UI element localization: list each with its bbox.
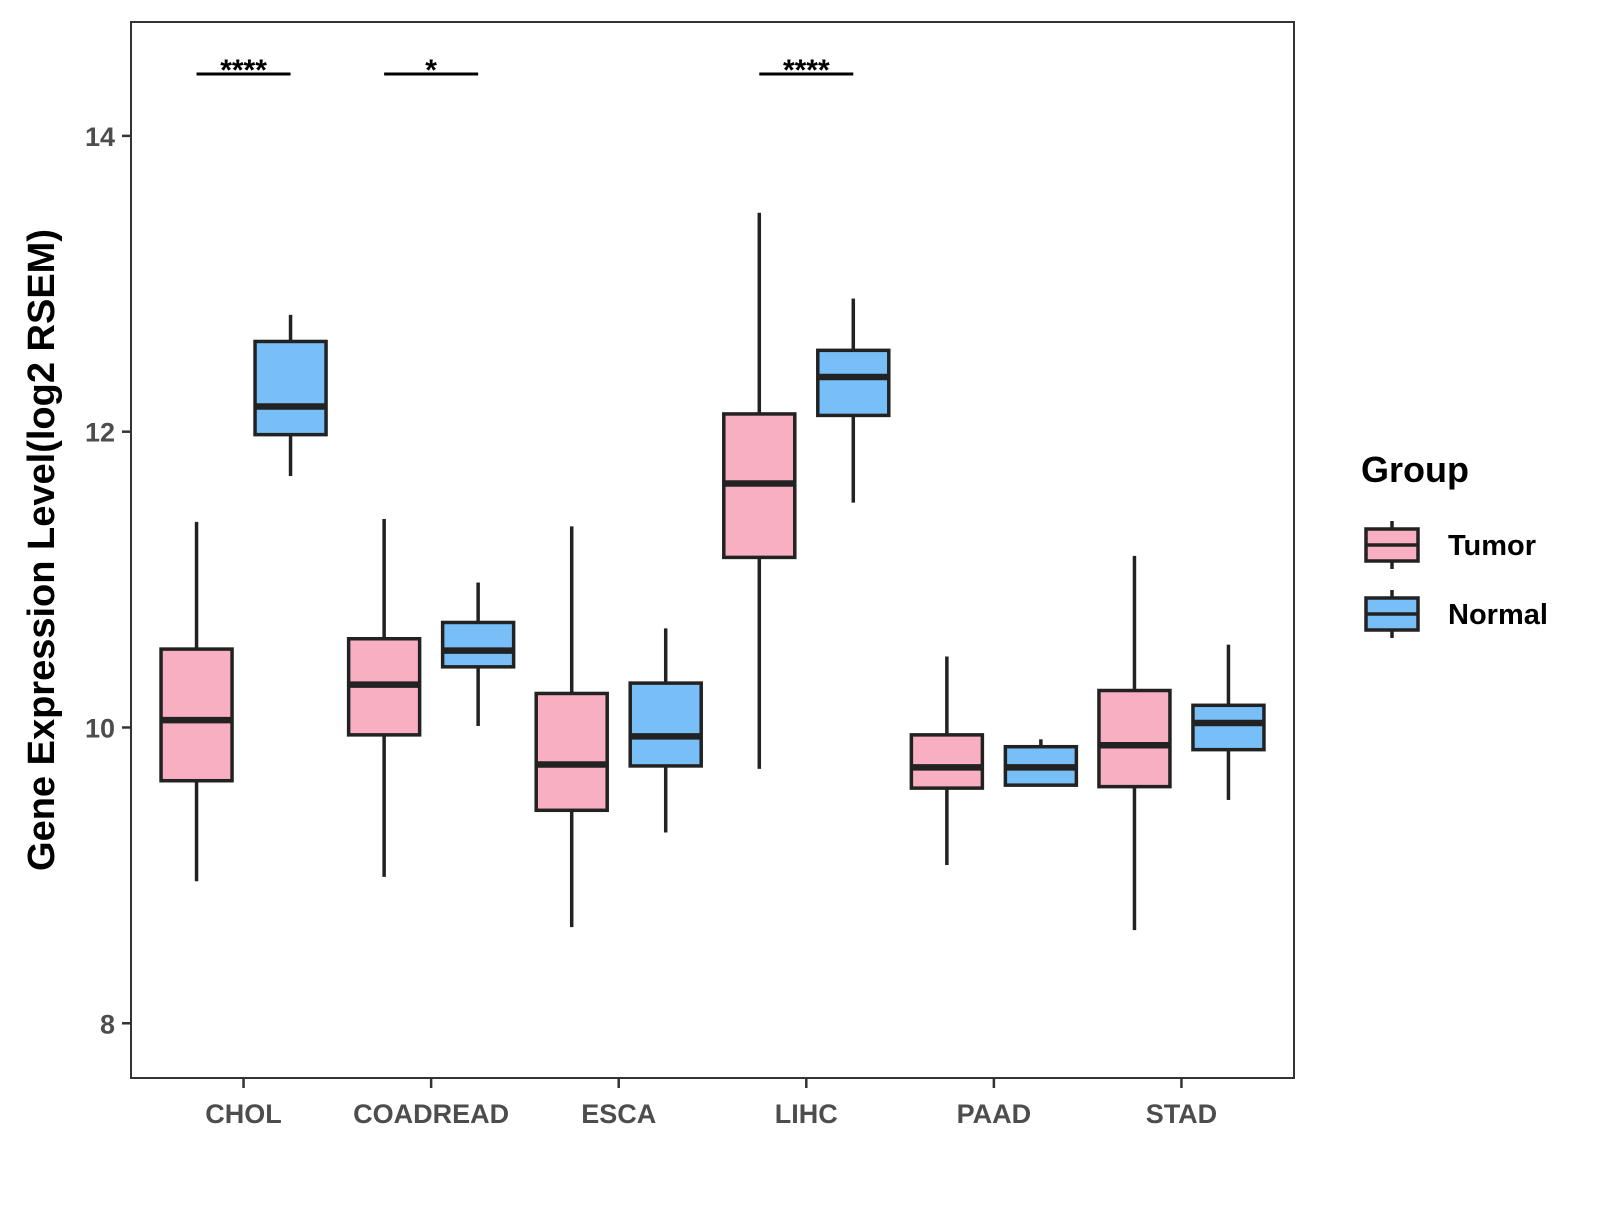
- box-tumor-chol: [159, 521, 234, 882]
- legend-item-normal: Normal: [1364, 590, 1548, 638]
- x-tick-label: PAAD: [957, 1099, 1032, 1129]
- legend-label: Normal: [1448, 599, 1548, 631]
- y-tick-label: 12: [85, 418, 115, 448]
- box-normal-stad: [1191, 644, 1266, 800]
- box-normal-chol: [253, 314, 328, 477]
- significance-chol: ****: [196, 54, 291, 87]
- box-tumor-stad: [1097, 555, 1172, 931]
- significance-label: ****: [220, 54, 267, 87]
- plot-area: **** * ****: [159, 54, 1266, 931]
- y-tick-label: 8: [100, 1009, 115, 1039]
- box-body: [253, 339, 328, 437]
- box-body: [909, 733, 985, 790]
- significance-label: ****: [783, 54, 830, 87]
- significance-label: *: [425, 54, 437, 87]
- legend-title: Group: [1361, 449, 1469, 490]
- legend-item-tumor: Tumor: [1364, 521, 1536, 569]
- box-normal-esca: [628, 628, 703, 833]
- y-axis-title: Gene Expression Level(log2 RSEM): [21, 229, 63, 871]
- box-tumor-lihc: [722, 212, 797, 769]
- x-tick-label: STAD: [1146, 1099, 1218, 1129]
- box-body: [816, 348, 891, 418]
- box-normal-paad: [1003, 739, 1079, 787]
- box-body: [628, 681, 703, 768]
- box-normal-coadread: [440, 582, 516, 726]
- box-normal-lihc: [816, 298, 891, 503]
- y-tick-label: 14: [85, 122, 115, 152]
- x-tick-label: CHOL: [205, 1099, 282, 1129]
- legend-label: Tumor: [1448, 530, 1536, 562]
- box-tumor-paad: [909, 656, 985, 866]
- panel-border: [130, 21, 1295, 1079]
- box-body: [534, 691, 609, 813]
- box-body: [159, 647, 234, 783]
- x-tick-label: LIHC: [775, 1099, 838, 1129]
- x-tick-label: COADREAD: [353, 1099, 509, 1129]
- significance-lihc: ****: [759, 54, 854, 87]
- box-body: [1191, 703, 1266, 752]
- legend: Group Tumor Normal: [1361, 449, 1548, 638]
- box-tumor-esca: [534, 526, 609, 928]
- x-tick-label: ESCA: [581, 1099, 656, 1129]
- box-body: [440, 620, 516, 669]
- significance-coadread: *: [384, 54, 479, 87]
- box-body: [1097, 688, 1172, 789]
- y-tick-label: 10: [85, 713, 115, 743]
- axes: 8 10 12 14 CHOL COADREAD ESCA LIHC PAAD STAD: [85, 122, 1217, 1129]
- box-tumor-coadread: [346, 518, 422, 877]
